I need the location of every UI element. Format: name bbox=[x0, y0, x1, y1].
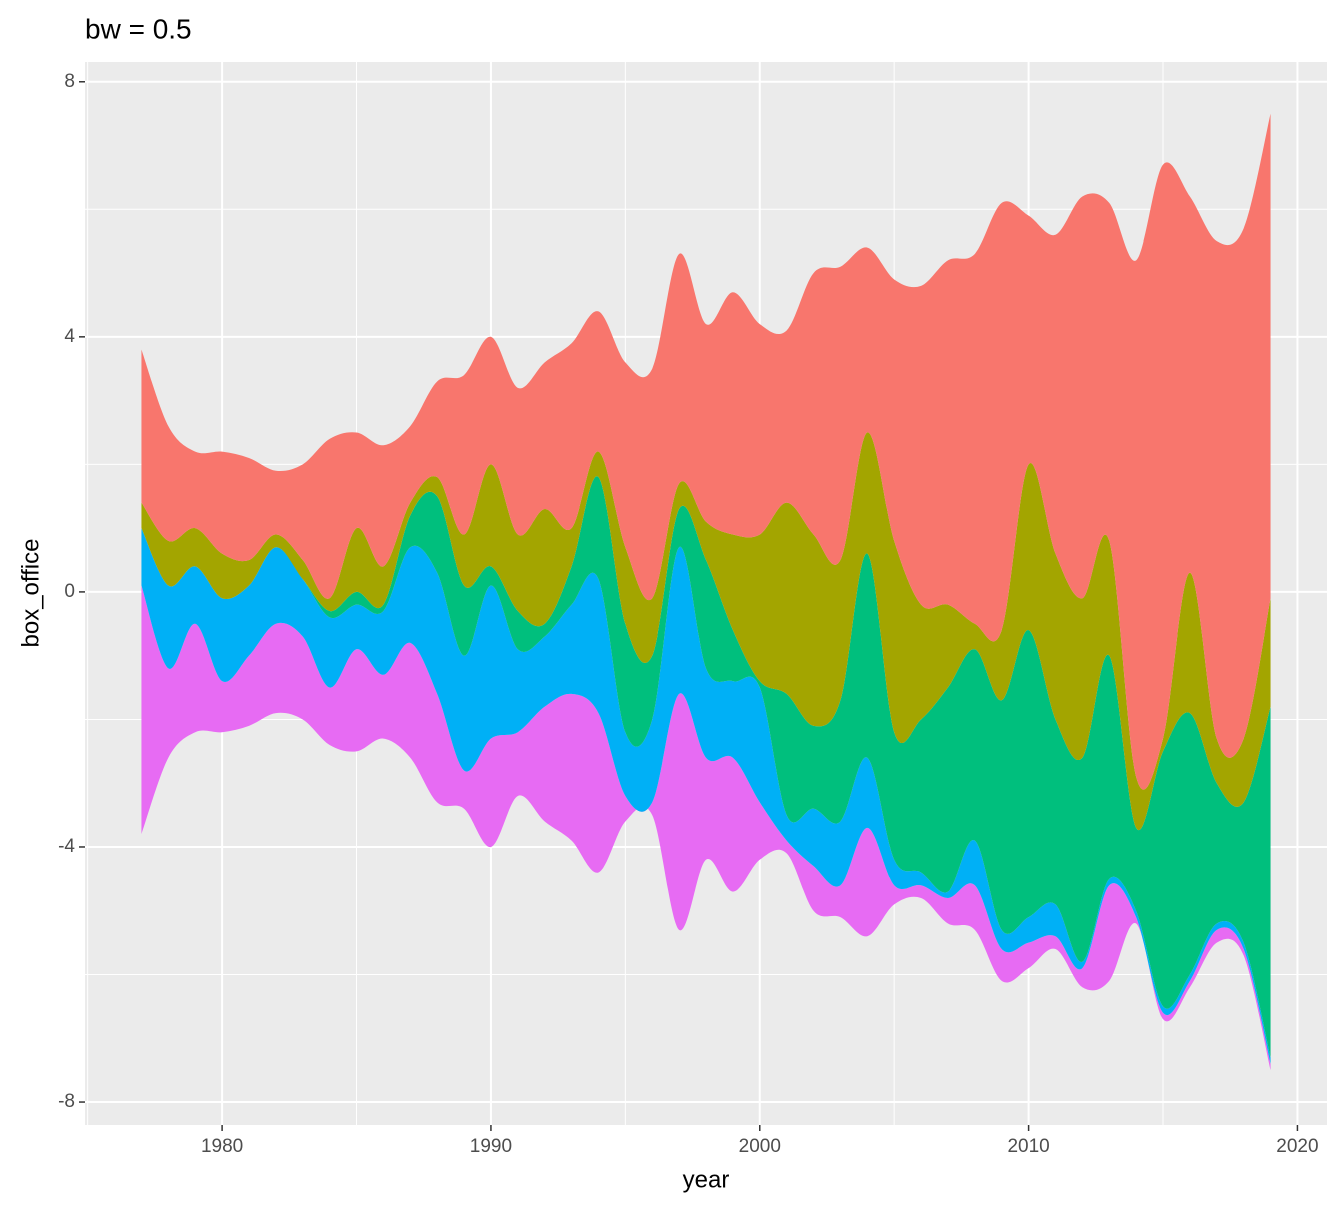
x-tick-label: 2020 bbox=[1276, 1136, 1318, 1157]
stream-area bbox=[141, 528, 1271, 1064]
x-tick-label: 1990 bbox=[470, 1136, 512, 1157]
stream-area bbox=[141, 476, 1271, 1058]
x-tick-label: 1980 bbox=[201, 1136, 243, 1157]
x-tick-label: 2010 bbox=[1007, 1136, 1049, 1157]
y-tick-label: 4 bbox=[64, 326, 75, 347]
stream-area bbox=[141, 585, 1271, 1071]
stream-area bbox=[141, 113, 1271, 790]
x-tick-label: 2000 bbox=[739, 1136, 781, 1157]
y-tick-label: 8 bbox=[64, 71, 75, 92]
y-tick-label: -8 bbox=[58, 1091, 75, 1112]
x-axis-title: year bbox=[683, 1166, 730, 1193]
y-tick-label: -4 bbox=[58, 836, 75, 857]
chart-title: bw = 0.5 bbox=[85, 13, 192, 44]
y-axis-title: box_office bbox=[17, 539, 44, 648]
y-tick-label: 0 bbox=[64, 581, 75, 602]
stream-area bbox=[141, 432, 1271, 831]
